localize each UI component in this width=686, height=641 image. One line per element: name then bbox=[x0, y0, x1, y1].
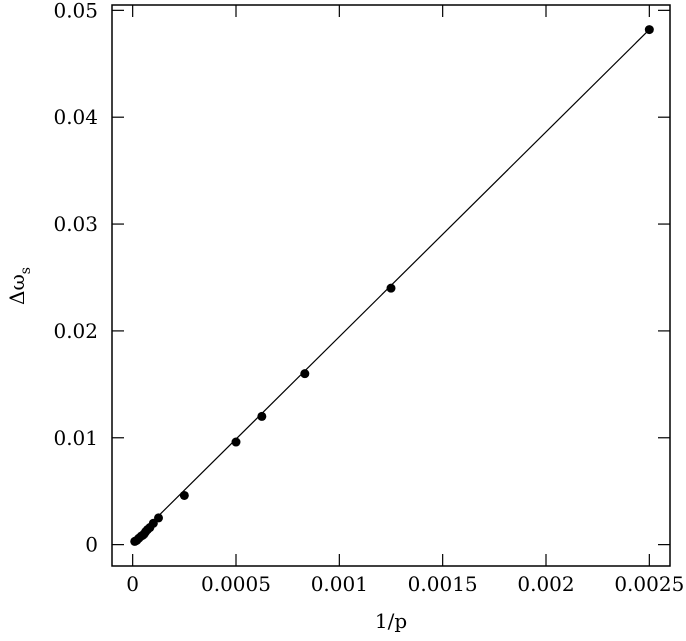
y-tick-label: 0.04 bbox=[53, 105, 98, 129]
y-axis-label-sub: s bbox=[18, 267, 34, 274]
y-axis-label: Δωs bbox=[5, 267, 34, 305]
x-tick-label: 0.002 bbox=[517, 572, 574, 596]
y-tick-label: 0.05 bbox=[53, 0, 98, 22]
y-tick-label: 0.03 bbox=[53, 212, 98, 236]
point bbox=[179, 490, 189, 500]
y-axis-label-main: Δω bbox=[5, 274, 29, 305]
fit-line bbox=[132, 29, 650, 542]
point bbox=[231, 437, 241, 447]
plot-frame bbox=[111, 4, 671, 567]
point bbox=[130, 536, 140, 546]
x-axis-label: 1/p bbox=[375, 609, 407, 633]
y-tick-label: 0.01 bbox=[53, 426, 98, 450]
point bbox=[386, 283, 396, 293]
x-tick-label: 0.0025 bbox=[614, 572, 684, 596]
x-tick-label: 0.0015 bbox=[408, 572, 478, 596]
y-tick-label: 0.02 bbox=[53, 319, 98, 343]
x-tick-label: 0 bbox=[126, 572, 139, 596]
point bbox=[300, 369, 310, 379]
x-tick-label: 0.0005 bbox=[201, 572, 271, 596]
point bbox=[257, 411, 267, 421]
x-tick-label: 0.001 bbox=[311, 572, 368, 596]
y-tick-label: 0 bbox=[85, 533, 98, 557]
